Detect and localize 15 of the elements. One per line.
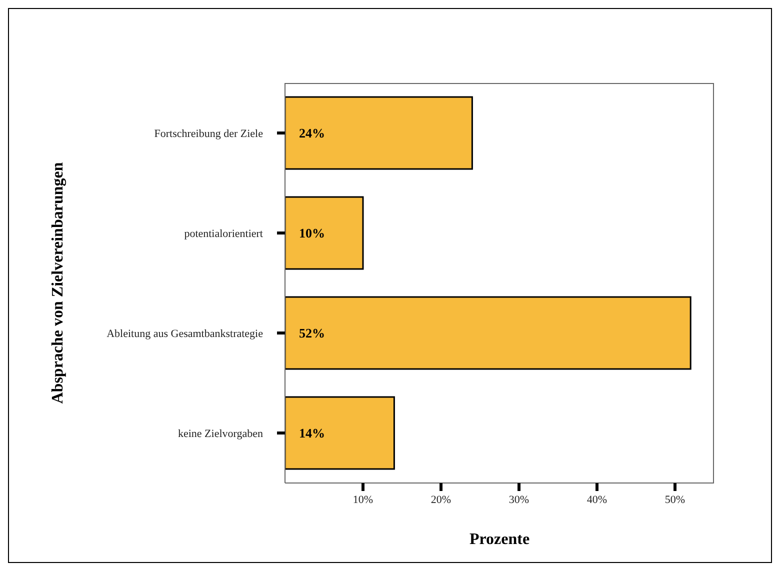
- y-tick-label: Ableitung aus Gesamtbankstrategie: [106, 328, 264, 340]
- x-tick-label: 30%: [508, 494, 530, 506]
- x-tick-label: 20%: [430, 494, 452, 506]
- data-label: 10%: [299, 226, 325, 241]
- data-label: 52%: [299, 326, 325, 341]
- y-axis-title: Absprache von Zielvereinbarungen: [50, 162, 67, 404]
- x-axis-title: Prozente: [469, 531, 530, 548]
- x-tick-label: 40%: [586, 494, 608, 506]
- y-tick-label: potentialorientiert: [184, 228, 263, 240]
- x-tick-label: 50%: [664, 494, 686, 506]
- data-label: 24%: [299, 126, 325, 141]
- x-tick-label: 10%: [352, 494, 374, 506]
- y-tick-label: keine Zielvorgaben: [178, 428, 264, 440]
- y-tick-label: Fortschreibung der Ziele: [154, 128, 264, 140]
- data-label: 14%: [299, 426, 325, 441]
